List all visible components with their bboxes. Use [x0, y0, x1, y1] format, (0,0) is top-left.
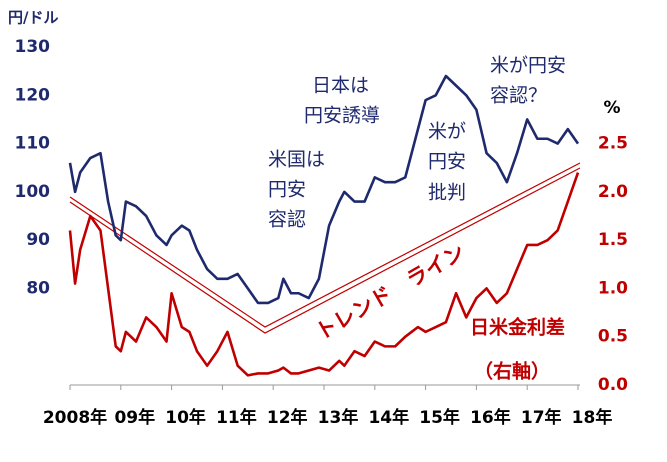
annotation: 米が円安 [490, 55, 566, 77]
y2-tick-label: 0.5 [598, 327, 628, 347]
annotation: 批判 [428, 182, 466, 204]
x-tick-label: 10年 [165, 407, 206, 428]
annotation: トレンド ライン [312, 240, 469, 345]
x-tick-label: 09年 [114, 407, 155, 428]
x-tick-label: 2008年 [43, 407, 107, 428]
y-tick-label: 120 [15, 85, 51, 105]
y-tick-label: 100 [15, 182, 51, 202]
y2-tick-label: 2.5 [598, 134, 628, 154]
x-tick-label: 16年 [470, 407, 511, 428]
x-tick-label: 18年 [572, 407, 613, 428]
x-tick-label: 14年 [368, 407, 409, 428]
annotation: 米が [428, 121, 466, 143]
annotation: 円安 [428, 151, 466, 173]
annotation: （右軸） [474, 360, 550, 383]
annotation: 日米金利差 [470, 316, 565, 339]
y2-tick-label: 1.0 [598, 278, 628, 298]
annotation: 容認 [268, 209, 306, 231]
annotation: 円安 [268, 179, 306, 201]
series-line [68, 172, 580, 377]
y-tick-label: 80 [26, 278, 50, 298]
annotation: 日本は [312, 75, 369, 97]
annotation: 容認？ [490, 85, 547, 107]
x-tick-label: 12年 [267, 407, 308, 428]
annotation: 円安誘導 [304, 105, 380, 127]
trend-line [69, 167, 581, 334]
x-tick-label: 11年 [216, 407, 257, 428]
y2-tick-label: 0.0 [598, 375, 628, 395]
series-line [68, 74, 580, 305]
y2-tick-label: 1.5 [598, 230, 628, 250]
y-tick-label: 90 [26, 230, 50, 250]
y2-axis-label: % [603, 98, 620, 118]
y2-tick-label: 2.0 [598, 182, 628, 202]
x-tick-label: 17年 [521, 407, 562, 428]
y-axis-label: 円/ドル [8, 9, 58, 27]
x-tick-label: 13年 [318, 407, 359, 428]
trend-line [69, 162, 581, 328]
annotation: 米国は [268, 149, 325, 171]
x-tick-label: 15年 [419, 407, 460, 428]
y-tick-label: 130 [15, 37, 51, 57]
y-tick-label: 110 [15, 134, 51, 154]
